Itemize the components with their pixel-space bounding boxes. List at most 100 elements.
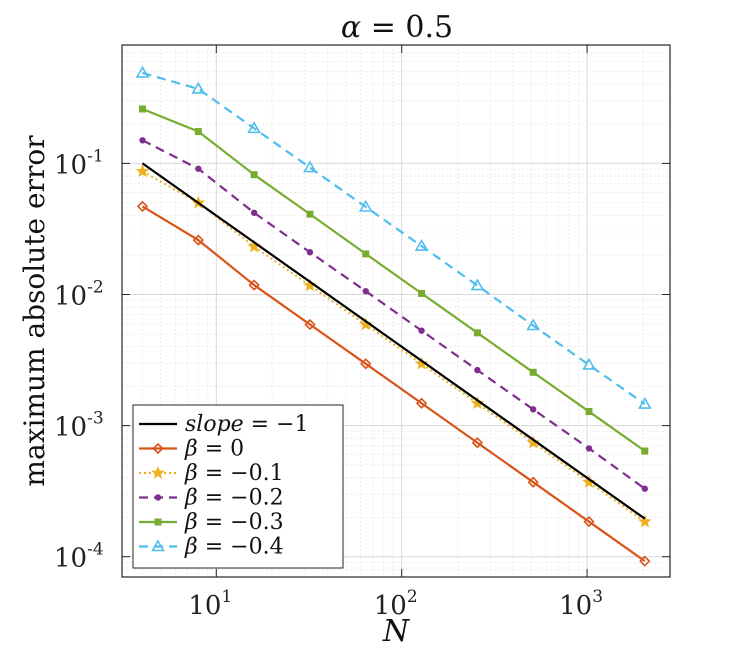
data-point: [192, 234, 204, 246]
data-point: [139, 137, 146, 144]
data-point: [638, 514, 652, 528]
data-point: [639, 555, 651, 567]
y-tick-exponent: -3: [87, 409, 104, 429]
legend-value: = 0: [198, 437, 244, 462]
series-3: [139, 137, 649, 492]
data-point: [418, 289, 426, 297]
data-point: [415, 397, 428, 409]
data-point: [585, 408, 593, 416]
data-point: [582, 475, 596, 488]
data-point: [362, 250, 370, 258]
data-point: [135, 164, 150, 178]
y-tick-label: 10-4: [54, 540, 104, 574]
legend-item: β = −0.4: [139, 535, 284, 560]
data-point: [583, 516, 595, 528]
y-tick-exponent: -4: [87, 540, 104, 560]
legend-value: = −0.2: [198, 486, 284, 511]
chart-title: α = 0.5: [341, 10, 453, 45]
legend-label: β = −0.2: [184, 486, 284, 511]
data-point: [135, 65, 150, 78]
data-point: [582, 357, 596, 370]
data-point: [154, 518, 162, 526]
data-point: [529, 406, 537, 413]
data-point: [414, 238, 429, 251]
data-point: [637, 396, 652, 409]
legend-item: slope = −1: [139, 412, 309, 437]
legend-item: β = −0.1: [139, 461, 284, 486]
data-point: [250, 209, 258, 216]
legend-value: = −1: [244, 412, 309, 437]
data-point: [641, 447, 649, 455]
series-1: [136, 200, 651, 567]
legend-item: β = −0.3: [139, 510, 284, 535]
series-4: [139, 105, 649, 455]
data-point: [471, 437, 484, 449]
y-tick-label: 10-2: [54, 277, 104, 311]
title-value: = 0.5: [361, 10, 453, 45]
legend-label: slope = −1: [185, 412, 309, 437]
data-point: [248, 279, 260, 291]
legend-item: β = 0: [139, 437, 244, 462]
data-point: [418, 327, 425, 334]
legend-box: [132, 404, 344, 569]
legend-symbol: β: [184, 486, 198, 511]
series-line: [141, 205, 646, 563]
x-tick-label: 102: [374, 587, 418, 621]
y-axis-label: maximum absolute error: [18, 135, 51, 487]
data-point: [247, 121, 262, 134]
data-point: [195, 165, 202, 172]
data-point: [250, 171, 258, 179]
x-tick-label: 101: [188, 587, 232, 621]
data-point: [527, 476, 539, 488]
series-line: [142, 71, 646, 405]
data-point: [473, 329, 481, 337]
data-point: [358, 199, 373, 212]
data-point: [306, 249, 314, 256]
series-line: [141, 162, 646, 520]
series-0: [141, 162, 646, 520]
legend-symbol: β: [184, 461, 198, 486]
y-tick-exponent: -2: [87, 277, 104, 297]
data-point: [151, 465, 165, 479]
data-point: [136, 200, 149, 213]
series-layer: [135, 65, 652, 567]
data-point: [474, 366, 481, 374]
legend-value: = −0.4: [198, 535, 284, 560]
x-tick-exponent: 2: [407, 587, 418, 607]
title-symbol: α: [341, 10, 361, 45]
y-tick-label: 10-3: [54, 409, 104, 443]
x-axis-label: N: [382, 614, 411, 649]
x-tick-exponent: 1: [221, 587, 232, 607]
grid: [122, 44, 670, 578]
data-point: [414, 356, 429, 370]
data-point: [152, 442, 164, 455]
legend-symbol: β: [184, 535, 198, 560]
data-point: [154, 494, 162, 501]
legend-symbol: slope: [185, 412, 244, 437]
data-point: [526, 435, 540, 449]
data-point: [470, 396, 485, 410]
legend-symbol: β: [184, 437, 198, 462]
series-line: [142, 139, 646, 490]
data-point: [526, 318, 541, 331]
y-tick-exponent: -1: [87, 146, 104, 166]
data-point: [470, 278, 485, 291]
data-point: [191, 81, 206, 94]
data-point: [585, 445, 593, 452]
legend-label: β = −0.3: [184, 510, 284, 535]
data-point: [139, 105, 147, 113]
x-tick-exponent: 3: [592, 587, 603, 607]
data-point: [362, 287, 369, 295]
legend-item: β = −0.2: [139, 486, 284, 511]
data-point: [194, 128, 202, 136]
data-point: [641, 485, 649, 492]
y-tick-label: 10-1: [54, 146, 104, 180]
legend-label: β = −0.4: [184, 535, 284, 560]
data-point: [304, 318, 316, 331]
x-tick-label: 103: [559, 587, 603, 621]
legend-label: β = 0: [184, 437, 244, 462]
series-line: [142, 107, 646, 452]
legend-symbol: β: [184, 510, 198, 535]
data-point: [306, 210, 314, 218]
